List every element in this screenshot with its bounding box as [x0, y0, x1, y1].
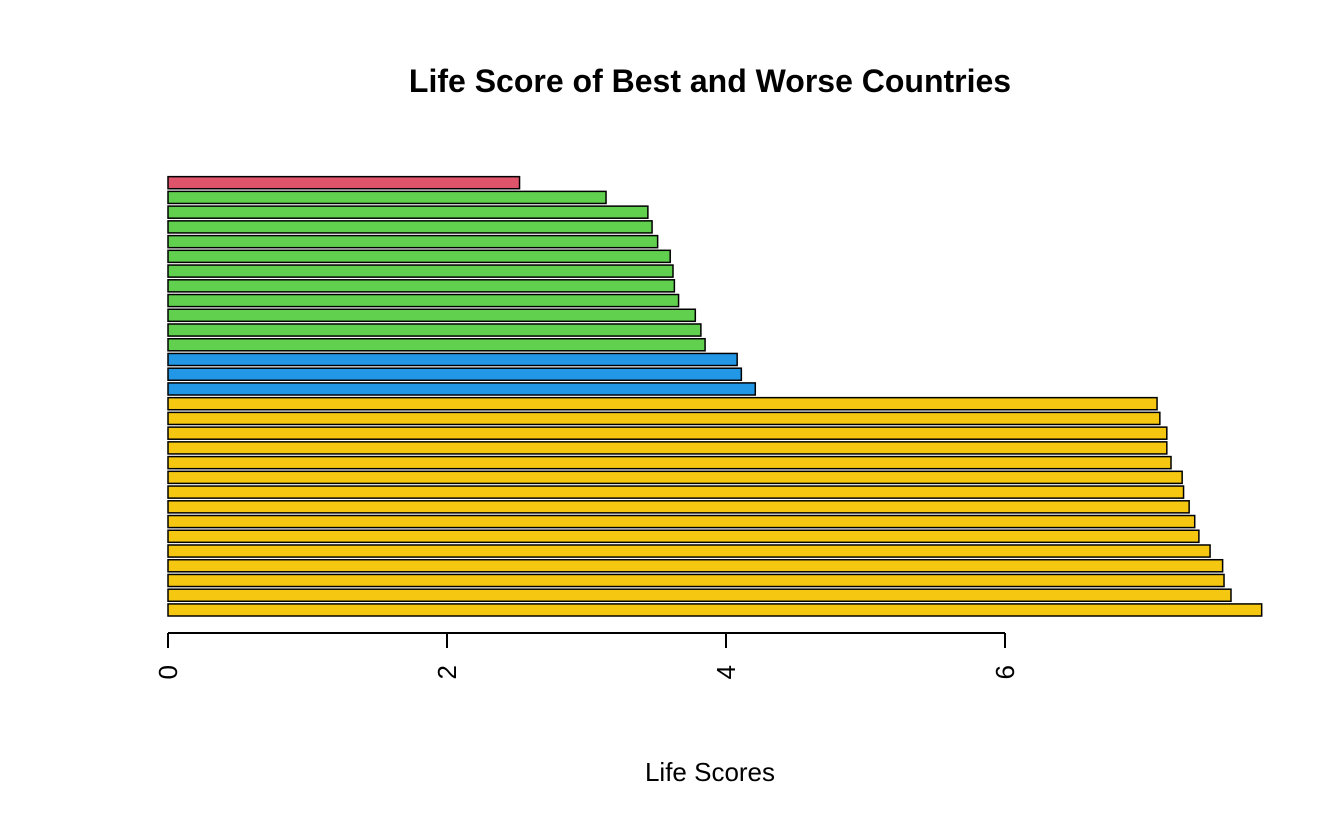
bar-22: [167, 293, 680, 308]
bar-13: [167, 426, 1168, 440]
bar-5: [167, 544, 1211, 558]
bar-8: [167, 500, 1190, 514]
bar-6: [167, 529, 1200, 544]
bar-10: [167, 470, 1183, 485]
x-tick-label-2: 2: [432, 665, 462, 679]
bar-25: [167, 249, 671, 264]
bar-15: [167, 396, 1158, 411]
bar-21: [167, 308, 697, 323]
bar-12: [167, 441, 1168, 455]
bar-19: [167, 337, 706, 352]
x-tick-label-6: 6: [990, 665, 1020, 679]
bar-4: [167, 558, 1224, 573]
bar-27: [167, 220, 653, 234]
bar-28: [167, 205, 649, 219]
bar-23: [167, 279, 676, 293]
bar-2: [167, 588, 1232, 603]
bar-16: [167, 382, 757, 396]
bar-11: [167, 455, 1172, 470]
bar-3: [167, 573, 1225, 588]
bar-20: [167, 323, 702, 337]
x-axis-label: Life Scores: [645, 757, 775, 787]
bar-26: [167, 234, 659, 249]
bar-24: [167, 264, 674, 278]
x-tick-label-4: 4: [711, 665, 741, 679]
bar-9: [167, 485, 1185, 499]
bar-29: [167, 190, 607, 205]
x-tick-label-0: 0: [153, 665, 183, 679]
bar-17: [167, 367, 743, 382]
bar-14: [167, 411, 1161, 426]
x-axis: 0 2 4 6: [153, 632, 1020, 679]
bar-18: [167, 352, 738, 367]
chart-title: Life Score of Best and Worse Countries: [409, 63, 1011, 99]
bar-30: [167, 175, 521, 190]
bar-1: [167, 603, 1263, 617]
bars-group: [167, 175, 1263, 617]
bar-7: [167, 514, 1196, 529]
